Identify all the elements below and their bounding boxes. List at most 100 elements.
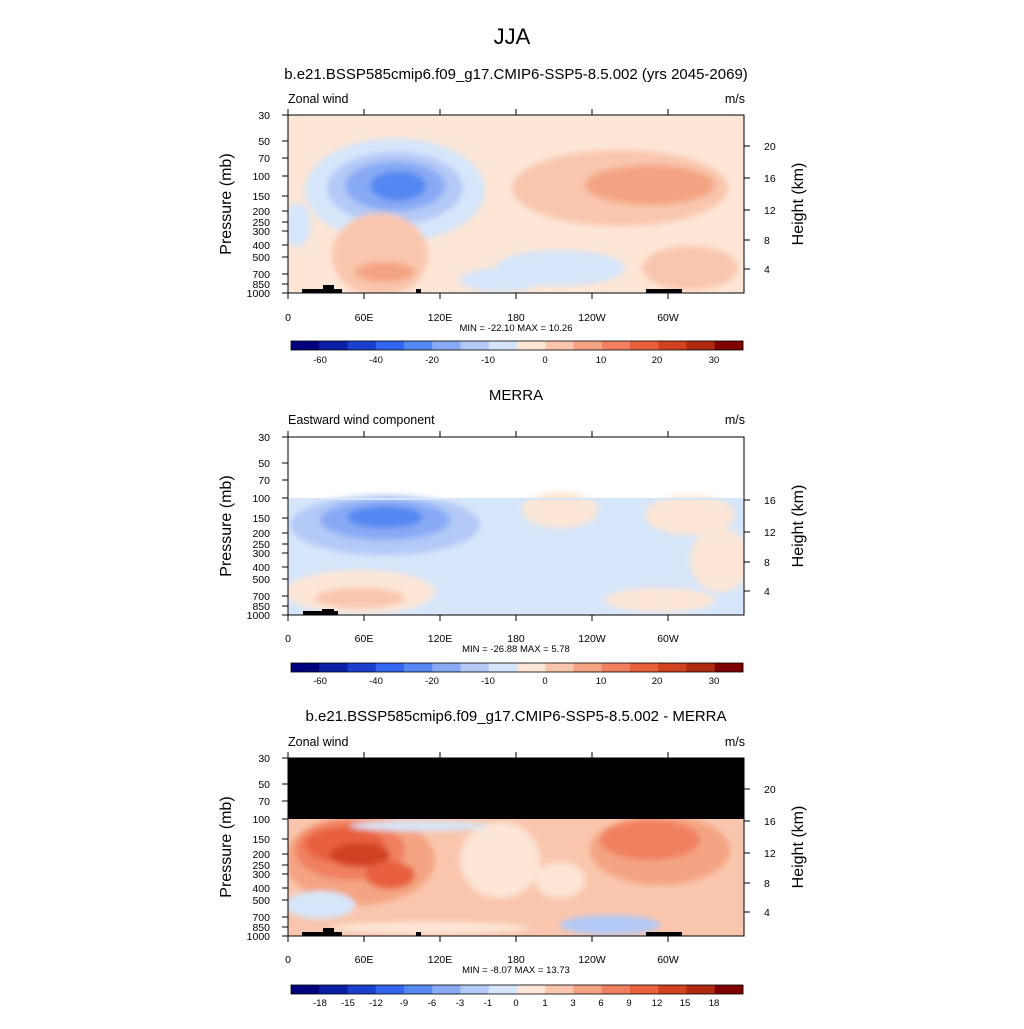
- p2-cbar-label: 20: [652, 676, 663, 687]
- colorbar-swatch: [404, 663, 433, 672]
- colorbar-swatch: [319, 985, 348, 994]
- p2-cbar-label: 30: [709, 676, 720, 687]
- colorbar-swatch: [545, 985, 574, 994]
- p2-lon-60w: 60W: [657, 633, 679, 645]
- colorbar-swatch: [488, 341, 518, 350]
- p3-ptick-850: 850: [252, 922, 270, 934]
- p2-cbar-label: 10: [596, 676, 607, 687]
- p2-ptick-70: 70: [258, 475, 270, 487]
- colorbar-outline: [290, 984, 744, 995]
- p2-cbar-label: -40: [369, 676, 383, 687]
- panel-1-colorbar: -60 -40 -20 -10 0 10 20 30: [290, 340, 744, 366]
- p2-ptick-400: 400: [252, 562, 270, 574]
- colorbar-swatch: [319, 663, 348, 672]
- p3-cbar-label: -15: [341, 998, 355, 1009]
- panel-1-field: [288, 115, 744, 293]
- panel-3-right-axis-label: Height (km): [790, 806, 807, 889]
- p3-cbar-label: 0: [513, 998, 518, 1009]
- colorbar-swatch: [601, 663, 631, 672]
- p1-ptick-850: 850: [252, 279, 270, 291]
- p2-htick-12: 12: [764, 527, 776, 539]
- p3-lon-120e: 120E: [428, 954, 453, 966]
- p3-cbar-label: 12: [652, 998, 663, 1009]
- p1-ptick-400: 400: [252, 240, 270, 252]
- p2-cbar-label: -20: [425, 676, 439, 687]
- colorbar-swatch: [573, 985, 603, 994]
- p3-htick-20: 20: [764, 784, 776, 796]
- p1-lon-0: 0: [285, 312, 291, 324]
- p1-cbar-label: -20: [425, 355, 439, 366]
- panel-2-colorbar-labels: -60 -40 -20 -10 0 10 20 30: [313, 676, 719, 687]
- colorbar-swatch: [714, 341, 744, 350]
- p1-lon-60w: 60W: [657, 312, 679, 324]
- p3-cbar-label: -12: [369, 998, 383, 1009]
- colorbar-swatch: [686, 663, 716, 672]
- colorbar-swatch: [686, 341, 716, 350]
- colorbar-swatch: [630, 341, 659, 350]
- p3-htick-4: 4: [764, 907, 770, 919]
- p1-cbar-label: -10: [481, 355, 495, 366]
- p3-ptick-500: 500: [252, 895, 270, 907]
- colorbar-swatch: [404, 985, 433, 994]
- colorbar-outline: [290, 340, 744, 351]
- colorbar-swatch: [714, 985, 744, 994]
- colorbar-swatch: [460, 985, 490, 994]
- panel-1-title: b.e21.BSSP585cmip6.f09_g17.CMIP6-SSP5-8.…: [284, 66, 748, 83]
- p3-ptick-100: 100: [252, 814, 270, 826]
- colorbar-swatch: [573, 341, 603, 350]
- panel-3: b.e21.BSSP585cmip6.f09_g17.CMIP6-SSP5-8.…: [218, 708, 807, 1009]
- p2-ptick-200: 200: [252, 528, 270, 540]
- colorbar-swatch: [375, 663, 405, 672]
- panel-1-stats: MIN = -22.10 MAX = 10.26: [459, 323, 572, 334]
- panel-1-pressure-ticks: 30 50 70 100 150 200 250 300 400 500 700…: [247, 110, 271, 300]
- p3-cbar-label: -9: [400, 998, 408, 1009]
- panel-2-title: MERRA: [489, 387, 543, 404]
- colorbar-swatch: [686, 985, 716, 994]
- p1-ptick-70: 70: [258, 153, 270, 165]
- p1-htick-16: 16: [764, 173, 776, 185]
- colorbar-swatch: [291, 663, 320, 672]
- colorbar-swatch: [573, 663, 603, 672]
- panel-2-right-axis-label: Height (km): [790, 485, 807, 568]
- panel-2-right-string: m/s: [725, 413, 745, 427]
- colorbar-swatch: [630, 985, 659, 994]
- colorbar-swatch: [291, 341, 320, 350]
- panel-1-lon-ticks: 0 60E 120E 180 120W 60W: [285, 312, 679, 324]
- colorbar-swatch: [714, 663, 744, 672]
- p1-ptick-500: 500: [252, 252, 270, 264]
- p3-cbar-label: 18: [709, 998, 720, 1009]
- panel-1: b.e21.BSSP585cmip6.f09_g17.CMIP6-SSP5-8.…: [218, 66, 807, 366]
- p1-lon-120w: 120W: [578, 312, 606, 324]
- p3-cbar-label: 15: [680, 998, 691, 1009]
- panel-2-left-axis-label: Pressure (mb): [218, 475, 235, 576]
- p2-htick-8: 8: [764, 557, 770, 569]
- panel-1-colorbar-labels: -60 -40 -20 -10 0 10 20 30: [313, 355, 719, 366]
- p1-cbar-label: 30: [709, 355, 720, 366]
- panel-2-colorbar: -60 -40 -20 -10 0 10 20 30: [290, 662, 744, 687]
- panel-3-lon-ticks: 0 60E 120E 180 120W 60W: [285, 954, 679, 966]
- p3-htick-12: 12: [764, 848, 776, 860]
- panel-3-height-ticks: 20 16 12 8 4: [764, 784, 776, 919]
- p3-ptick-250: 250: [252, 860, 270, 872]
- colorbar-swatch: [347, 663, 377, 672]
- p2-htick-4: 4: [764, 586, 770, 598]
- panel-3-colorbar: -18 -15 -12 -9 -6 -3 -1 0 1 3 6 9 12 15 …: [290, 984, 744, 1009]
- p1-ptick-200: 200: [252, 206, 270, 218]
- p2-cbar-label: 0: [542, 676, 547, 687]
- p2-ptick-500: 500: [252, 574, 270, 586]
- p3-ptick-200: 200: [252, 849, 270, 861]
- figure-title: JJA: [494, 24, 531, 49]
- p2-lon-120e: 120E: [428, 633, 453, 645]
- p1-htick-20: 20: [764, 141, 776, 153]
- colorbar-swatch: [630, 663, 659, 672]
- p2-cbar-label: -60: [313, 676, 327, 687]
- p1-ptick-300: 300: [252, 226, 270, 238]
- p2-ptick-850: 850: [252, 601, 270, 613]
- colorbar-swatch: [291, 985, 320, 994]
- panel-3-colorbar-labels: -18 -15 -12 -9 -6 -3 -1 0 1 3 6 9 12 15 …: [313, 998, 719, 1009]
- p1-ptick-700: 700: [252, 269, 270, 281]
- panel-2-field: [288, 437, 744, 615]
- p2-ptick-50: 50: [258, 458, 270, 470]
- panel-2-height-ticks: 16 12 8 4: [764, 495, 776, 598]
